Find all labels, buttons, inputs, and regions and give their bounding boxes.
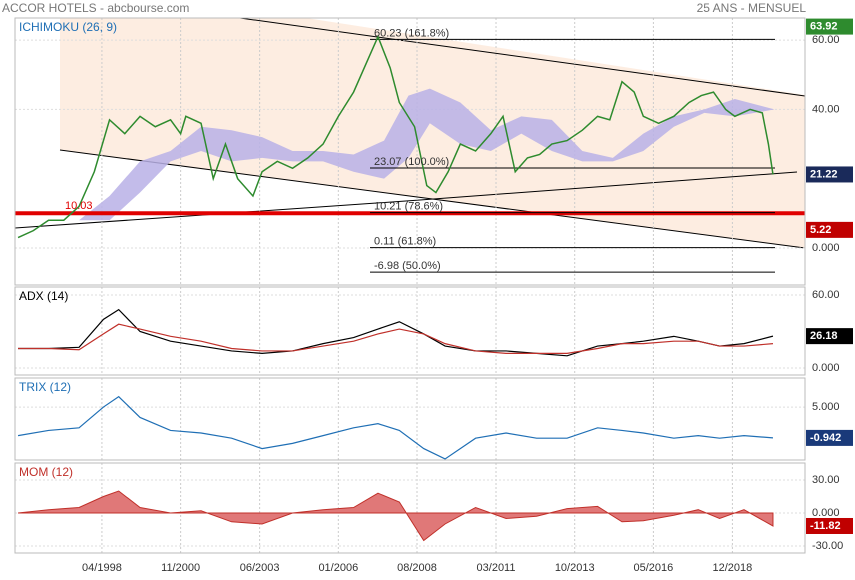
value-badge-label: 5.22: [810, 224, 831, 236]
value-badge: [806, 18, 853, 35]
trendline: [239, 18, 805, 97]
y-tick-label: 5.000: [812, 401, 840, 413]
y-tick-label: 0.000: [812, 507, 840, 519]
y-tick-label: 30.00: [812, 474, 840, 486]
fib-label: -6.98 (50.0%): [374, 260, 441, 272]
x-tick-label: 10/2013: [555, 562, 595, 574]
ichimoku-cloud: [79, 88, 775, 221]
x-tick-label: 04/1998: [82, 562, 122, 574]
series-line: [17, 395, 774, 460]
panel-frame: [14, 462, 806, 554]
channel-fill: [60, 18, 805, 248]
x-tick-label: 05/2016: [634, 562, 674, 574]
x-tick-label: 01/2006: [318, 562, 358, 574]
period: 25 ANS - MENSUEL: [697, 1, 807, 15]
y-tick-label: 60.00: [812, 289, 840, 301]
momentum-area: [17, 490, 774, 542]
y-tick-label: 0.000: [812, 362, 840, 374]
channel: [15, 18, 805, 249]
fib-label: 10.21 (78.6%): [374, 200, 443, 212]
series-line: [18, 323, 774, 354]
value-badge: [806, 429, 853, 446]
panel: [15, 463, 805, 553]
value-badge: [806, 328, 853, 345]
series-line: [18, 308, 774, 357]
value-badge-label: -0.942: [810, 432, 841, 444]
y-tick-label: -30.00: [812, 540, 843, 552]
fib-label: 60.23 (161.8%): [374, 27, 449, 39]
value-badge: [806, 166, 853, 183]
trendline: [419, 171, 798, 201]
value-badge-label: 26.18: [810, 330, 838, 342]
panel-frame: [14, 377, 806, 461]
x-tick-label: 03/2011: [477, 562, 516, 574]
series-line: [17, 34, 774, 239]
value-badge-label: -11.82: [810, 520, 841, 532]
value-badge: [806, 221, 853, 238]
value-badge-label: 21.22: [810, 168, 838, 180]
fib-label: 23.07 (100.0%): [374, 156, 449, 168]
fib-label: 0.11 (61.8%): [374, 235, 436, 247]
support-label: 10.03: [65, 200, 93, 212]
panel-title: ADX (14): [19, 289, 68, 303]
panel-title: ICHIMOKU (26, 9): [19, 20, 117, 34]
panel: [15, 378, 805, 460]
panel: [15, 18, 805, 285]
x-tick-label: 08/2008: [397, 562, 437, 574]
x-tick-label: 12/2018: [713, 562, 753, 574]
x-tick-label: 11/2000: [161, 562, 200, 574]
panel-frame: [14, 286, 806, 376]
panel-frame: [14, 17, 806, 286]
y-tick-label: 40.00: [812, 103, 840, 115]
value-badge: [806, 517, 853, 534]
y-tick-label: 60.00: [812, 34, 840, 46]
panel-title: TRIX (12): [19, 380, 71, 394]
x-tick-label: 06/2003: [240, 562, 280, 574]
panel: [15, 287, 805, 375]
y-tick-label: 0.000: [812, 242, 840, 254]
page-title: ACCOR HOTELS - abcbourse.com: [2, 1, 189, 15]
value-badge-label: 63.92: [810, 20, 838, 32]
panel-title: MOM (12): [19, 465, 73, 479]
